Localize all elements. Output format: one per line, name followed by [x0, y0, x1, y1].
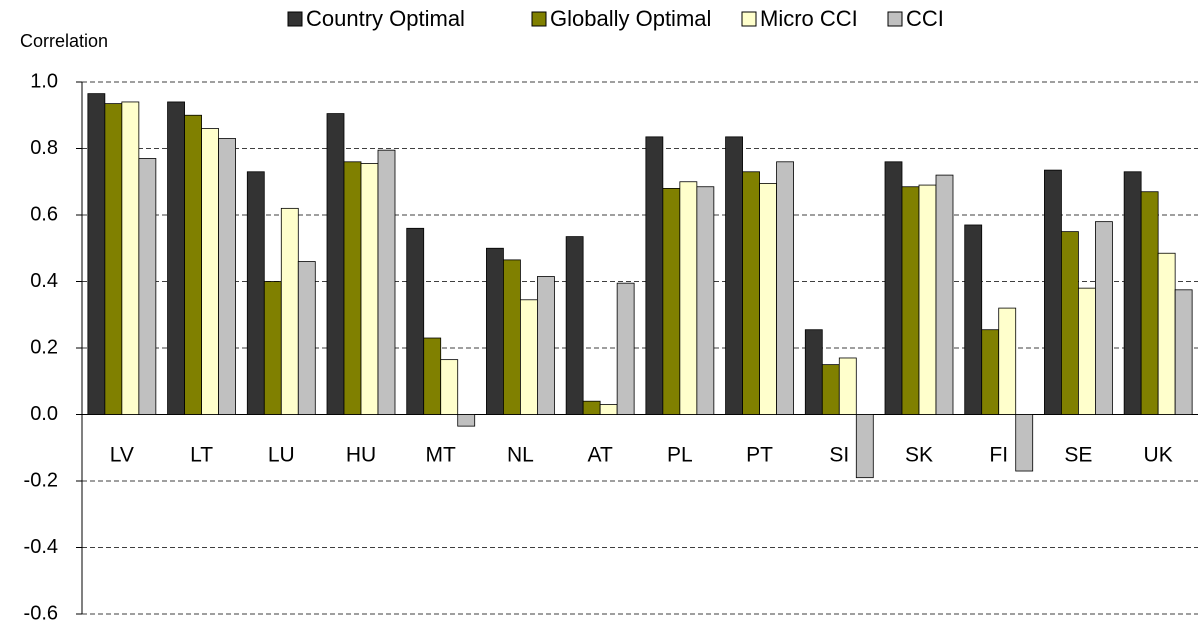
bar: [121, 101, 140, 415]
y-tick-label: -0.6: [24, 602, 58, 624]
x-tick-label: LT: [190, 444, 213, 467]
y-tick-label: 0.2: [30, 336, 58, 358]
bar: [776, 161, 794, 415]
x-tick-label: PT: [746, 444, 773, 467]
x-tick-label: HU: [346, 444, 376, 467]
bar: [537, 276, 555, 415]
bar: [138, 158, 157, 415]
bar: [1140, 191, 1159, 415]
bar: [87, 93, 106, 415]
bar: [662, 187, 681, 415]
bar: [201, 128, 219, 415]
bar: [104, 103, 123, 415]
bar: [1044, 169, 1062, 415]
bar: [1078, 287, 1096, 415]
bar: [184, 114, 202, 415]
bar: [725, 136, 743, 415]
legend-label: Country Optimal: [306, 6, 465, 31]
legend-label: Micro CCI: [760, 6, 858, 31]
bar: [1061, 231, 1079, 415]
bar: [503, 259, 521, 415]
bar: [486, 247, 504, 415]
bar: [1123, 171, 1142, 415]
bar: [804, 329, 823, 415]
bar: [406, 227, 425, 415]
legend-label: Globally Optimal: [550, 6, 711, 31]
x-tick-label: LU: [268, 444, 295, 467]
bar: [679, 181, 698, 415]
bar: [1095, 221, 1113, 415]
y-axis-title: Correlation: [20, 31, 108, 51]
bar: [599, 404, 618, 415]
x-tick-label: SE: [1064, 444, 1092, 467]
bar: [377, 149, 396, 415]
x-tick-label: SI: [829, 444, 849, 467]
bar: [696, 186, 715, 415]
x-tick-label: FI: [989, 444, 1008, 467]
bar: [343, 161, 362, 415]
bar: [918, 184, 937, 415]
bar: [297, 261, 316, 415]
bar: [246, 171, 265, 415]
x-tick-label: UK: [1144, 444, 1173, 467]
bar: [935, 174, 954, 415]
bar: [821, 364, 840, 415]
x-tick-label: LV: [110, 444, 134, 467]
x-tick-label: MT: [426, 444, 456, 467]
bar: [645, 136, 664, 415]
legend-swatch: [531, 11, 547, 27]
bar: [838, 357, 857, 415]
bar: [742, 171, 760, 415]
bar: [582, 400, 601, 415]
bar: [616, 282, 635, 415]
bar: [263, 281, 282, 415]
y-tick-label: 0.0: [30, 403, 58, 425]
y-tick-label: 0.4: [30, 270, 58, 292]
bar: [964, 224, 983, 415]
bar: [998, 307, 1017, 415]
bar: [360, 163, 379, 415]
x-tick-label: AT: [588, 444, 613, 467]
y-tick-label: 0.8: [30, 137, 58, 159]
bar: [1174, 289, 1193, 415]
legend-label: CCI: [906, 6, 944, 31]
bar: [901, 186, 920, 415]
bar: [1157, 252, 1176, 415]
bar: [457, 414, 476, 427]
x-tick-label: NL: [507, 444, 534, 467]
bar: [280, 207, 299, 415]
bar: [326, 113, 345, 415]
bar: [855, 414, 874, 479]
legend-swatch: [287, 11, 303, 27]
y-tick-label: -0.2: [24, 469, 58, 491]
bar: [218, 138, 236, 415]
x-tick-label: PL: [667, 444, 693, 467]
bar: [884, 161, 903, 415]
y-tick-label: 1.0: [30, 70, 58, 92]
bar: [167, 101, 185, 415]
y-tick-label: 0.6: [30, 203, 58, 225]
bar: [423, 337, 442, 415]
bar: [981, 329, 1000, 415]
x-tick-label: SK: [905, 444, 933, 467]
bar: [759, 183, 777, 415]
bar: [565, 236, 584, 415]
bar: [520, 299, 538, 415]
legend-swatch: [887, 11, 903, 27]
bar: [440, 359, 459, 415]
bar: [1015, 414, 1034, 472]
y-tick-label: -0.4: [24, 536, 58, 558]
legend-swatch: [741, 11, 757, 27]
